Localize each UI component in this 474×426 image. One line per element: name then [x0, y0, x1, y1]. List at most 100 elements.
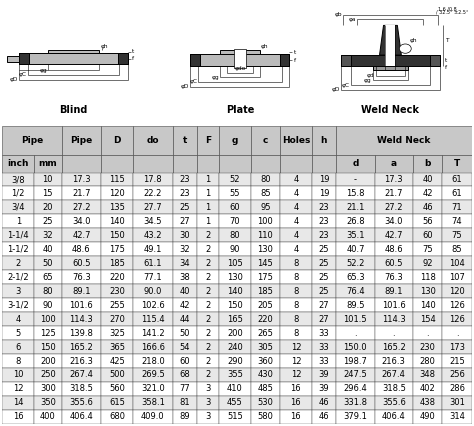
Text: Weld Neck: Weld Neck: [377, 136, 430, 145]
Bar: [374, 155, 413, 173]
Bar: [312, 228, 336, 242]
Text: 75: 75: [452, 231, 462, 240]
Text: 230: 230: [420, 343, 436, 351]
Text: 80: 80: [229, 231, 240, 240]
Text: .: .: [354, 328, 357, 338]
Bar: [197, 242, 219, 256]
Text: 175: 175: [257, 273, 273, 282]
Text: 438: 438: [419, 398, 436, 407]
Bar: [312, 368, 336, 382]
Text: .: .: [427, 328, 429, 338]
Bar: [251, 228, 280, 242]
Bar: [2, 187, 34, 201]
Text: φh: φh: [100, 44, 108, 49]
Bar: [413, 256, 442, 270]
Text: 314: 314: [449, 412, 465, 421]
Text: 4: 4: [293, 175, 299, 184]
Bar: [101, 396, 133, 410]
Text: 120: 120: [109, 189, 125, 198]
Bar: [133, 354, 173, 368]
Bar: [336, 187, 374, 201]
Bar: [280, 228, 312, 242]
Bar: [251, 173, 280, 187]
Bar: [219, 256, 251, 270]
Text: 40.7: 40.7: [346, 245, 365, 254]
Bar: [173, 270, 197, 284]
Text: t: t: [293, 49, 296, 55]
Bar: [336, 382, 374, 396]
Text: 331.8: 331.8: [343, 398, 367, 407]
Bar: [133, 326, 173, 340]
Bar: [133, 214, 173, 228]
Bar: [251, 312, 280, 326]
Bar: [280, 242, 312, 256]
Text: 49.1: 49.1: [144, 245, 162, 254]
Bar: [219, 382, 251, 396]
Bar: [336, 298, 374, 312]
Text: 120: 120: [449, 287, 465, 296]
Bar: [219, 214, 251, 228]
Text: φa: φa: [349, 17, 356, 22]
Text: d: d: [352, 159, 358, 168]
Text: 515: 515: [227, 412, 243, 421]
Text: 38: 38: [180, 273, 190, 282]
Text: 27.7: 27.7: [144, 203, 162, 212]
Text: 74: 74: [452, 217, 462, 226]
Text: 70: 70: [229, 217, 240, 226]
Text: 140: 140: [420, 301, 436, 310]
Text: 126: 126: [449, 301, 465, 310]
Text: 56: 56: [422, 217, 433, 226]
Text: 17.3: 17.3: [72, 175, 91, 184]
Text: φh: φh: [409, 37, 417, 43]
Bar: [280, 340, 312, 354]
Bar: [34, 368, 62, 382]
Text: F: F: [205, 136, 211, 145]
Text: 410: 410: [227, 384, 243, 394]
Bar: [374, 284, 413, 298]
Bar: [133, 187, 173, 201]
Bar: [280, 187, 312, 201]
Text: 46: 46: [422, 203, 433, 212]
Bar: [173, 284, 197, 298]
Text: 265: 265: [257, 328, 273, 338]
Bar: [251, 155, 280, 173]
Text: 2: 2: [205, 371, 210, 380]
Bar: [101, 354, 133, 368]
Bar: [2, 201, 34, 214]
Text: 54: 54: [180, 343, 190, 351]
Bar: [173, 368, 197, 382]
Bar: [34, 396, 62, 410]
Text: 52: 52: [229, 175, 240, 184]
Bar: [374, 298, 413, 312]
Bar: [62, 340, 101, 354]
Text: 90: 90: [229, 245, 240, 254]
Text: h: h: [321, 136, 327, 145]
Text: 1: 1: [205, 203, 210, 212]
Bar: [442, 368, 472, 382]
Bar: [133, 368, 173, 382]
Text: 27: 27: [319, 301, 329, 310]
Text: 2: 2: [205, 315, 210, 324]
Bar: [341, 55, 440, 66]
Bar: [374, 214, 413, 228]
Text: 76.3: 76.3: [384, 273, 403, 282]
Text: 2: 2: [205, 287, 210, 296]
Text: 325: 325: [109, 328, 125, 338]
Bar: [413, 354, 442, 368]
Text: 19: 19: [319, 175, 329, 184]
Text: φC: φC: [19, 72, 27, 78]
Text: 406.4: 406.4: [382, 412, 406, 421]
Text: 23: 23: [319, 203, 329, 212]
Text: 2: 2: [205, 301, 210, 310]
Text: 35.1: 35.1: [346, 231, 365, 240]
Bar: [442, 312, 472, 326]
Bar: [280, 354, 312, 368]
Bar: [133, 270, 173, 284]
Bar: [133, 201, 173, 214]
Text: 85: 85: [452, 245, 462, 254]
Text: 25: 25: [180, 203, 190, 212]
Text: 101.5: 101.5: [344, 315, 367, 324]
Text: 267.4: 267.4: [70, 371, 93, 380]
Text: 60: 60: [180, 357, 190, 366]
Bar: [374, 340, 413, 354]
